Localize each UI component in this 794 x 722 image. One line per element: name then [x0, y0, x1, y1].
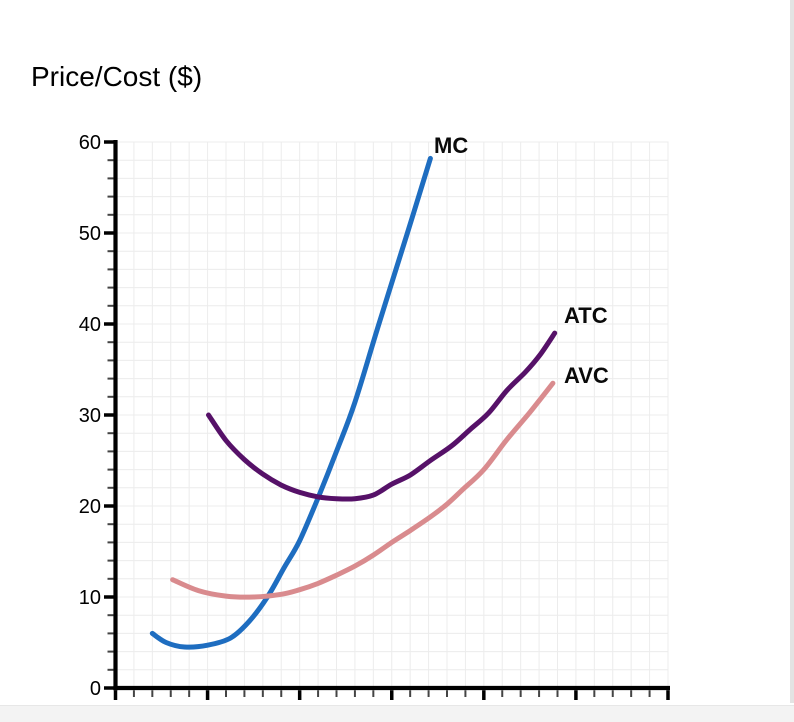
curve-label-atc: ATC — [564, 303, 608, 328]
y-tick-label: 50 — [79, 223, 101, 245]
curve-label-mc: MC — [434, 133, 469, 158]
curve-atc — [206, 330, 558, 502]
curve-mc — [149, 155, 433, 650]
y-tick-label: 10 — [79, 587, 101, 609]
curve-avc — [170, 380, 556, 600]
y-axis-title: Price/Cost ($) — [31, 61, 203, 92]
y-tick-label: 60 — [79, 132, 101, 154]
curve-label-avc: AVC — [564, 363, 609, 388]
card-bottom-bar — [0, 705, 794, 722]
y-tick-label: 0 — [90, 678, 101, 700]
y-tick-label: 40 — [79, 314, 101, 336]
card-right-border — [790, 0, 794, 703]
y-tick-label: 30 — [79, 405, 101, 427]
y-tick-label: 20 — [79, 496, 101, 518]
